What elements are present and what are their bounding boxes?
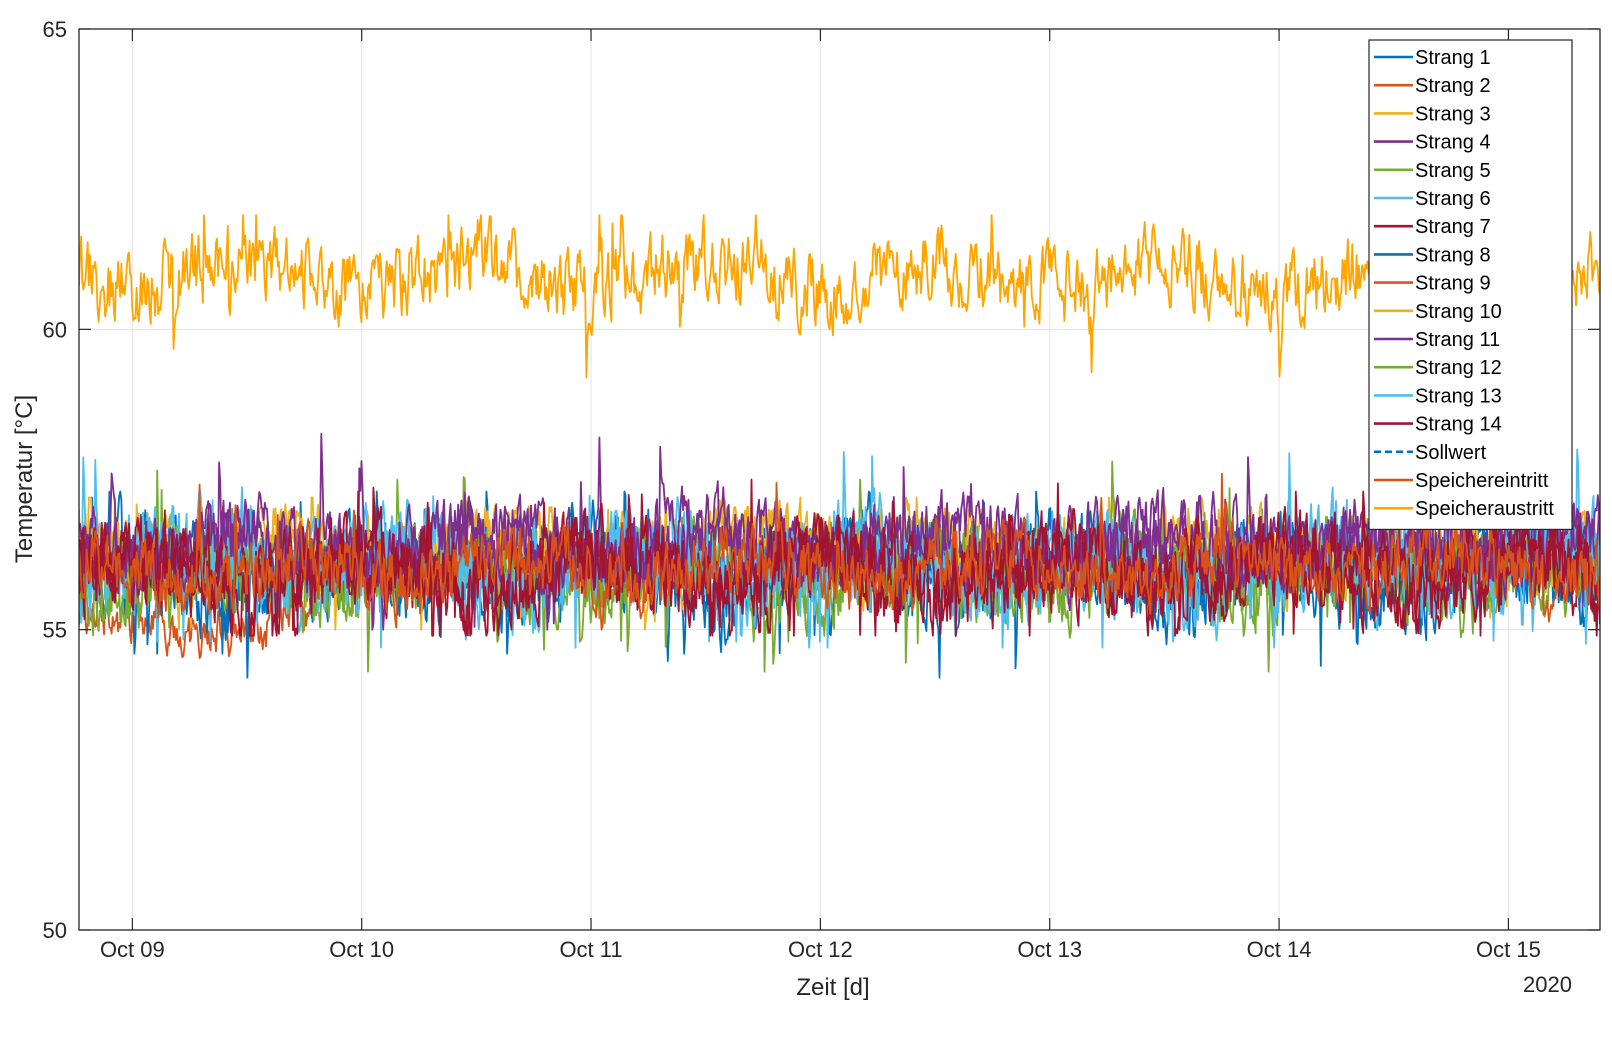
legend-label: Strang 10	[1415, 301, 1502, 323]
x-tick-label: Oct 13	[1017, 937, 1082, 962]
x-tick-label: Oct 14	[1247, 937, 1312, 962]
x-tick-label: Oct 12	[788, 937, 853, 962]
y-tick-label: 55	[43, 618, 67, 643]
legend-label: Strang 3	[1415, 103, 1491, 125]
legend-label: Strang 11	[1415, 329, 1500, 351]
x-axis-ticks: Oct 09 Oct 10 Oct 11 Oct 12 Oct 13 Oct 14 Oct …	[100, 29, 1541, 962]
y-axis-label: Temperatur [°C]	[11, 395, 38, 563]
x-tick-label: Oct 10	[329, 937, 394, 962]
legend-label: Strang 12	[1415, 357, 1502, 379]
legend-label: Speichereintritt	[1415, 470, 1549, 492]
y-tick-label: 65	[43, 17, 67, 42]
y-tick-label: 60	[43, 317, 67, 342]
x-axis-label: Zeit [d]	[796, 974, 869, 1001]
legend-label: Strang 2	[1415, 75, 1491, 97]
plot-area	[79, 29, 1600, 930]
legend-label: Strang 6	[1415, 188, 1491, 210]
y-axis-ticks: 50 55 60 65	[43, 17, 1600, 943]
series-layer	[79, 214, 1600, 679]
legend-label: Speicheraustritt	[1415, 498, 1554, 520]
legend: Strang 1 Strang 2 Strang 3 Strang 4 Strang 5…	[1368, 39, 1573, 530]
legend-label: Strang 8	[1415, 244, 1491, 266]
x-tick-label: Oct 15	[1476, 937, 1541, 962]
legend-box	[1368, 39, 1573, 530]
series-line	[79, 472, 1600, 631]
x-tick-label: Oct 11	[559, 937, 622, 962]
legend-label: Strang 1	[1415, 47, 1491, 69]
legend-label: Strang 4	[1415, 132, 1491, 154]
series-line	[79, 214, 1600, 379]
year-label: 2020	[1523, 972, 1572, 997]
legend-label: Sollwert	[1415, 442, 1487, 464]
legend-label: Strang 9	[1415, 273, 1491, 295]
legend-label: Strang 14	[1415, 414, 1502, 436]
legend-label: Strang 7	[1415, 216, 1491, 238]
x-tick-label: Oct 09	[100, 937, 165, 962]
legend-label: Strang 5	[1415, 160, 1491, 182]
plot-frame	[78, 28, 1601, 931]
legend-label: Strang 13	[1415, 385, 1502, 407]
y-tick-label: 50	[43, 918, 67, 943]
